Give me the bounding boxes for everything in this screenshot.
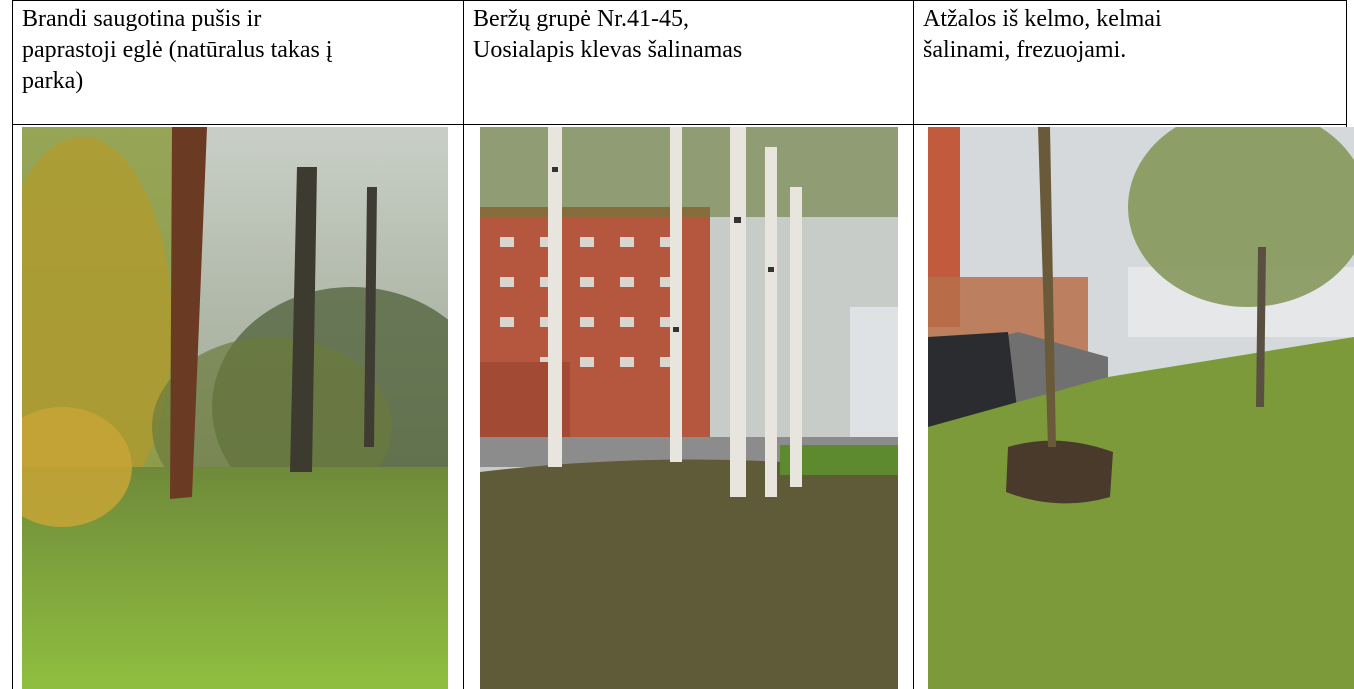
text-line: parka) [22,66,333,97]
cell-text: Beržų grupė Nr.41-45, Uosialapis klevas … [473,4,742,66]
photo-birches [480,127,898,689]
table-border [12,124,1347,125]
cell-text: Atžalos iš kelmo, kelmai šalinami, frezu… [923,4,1162,66]
cell-text: Brandi saugotina pušis ir paprastoji egl… [22,4,333,97]
text-line: Beržų grupė Nr.41-45, [473,4,742,35]
text-line: Atžalos iš kelmo, kelmai [923,4,1162,35]
text-line: šalinami, frezuojami. [923,35,1162,66]
text-line: Uosialapis klevas šalinamas [473,35,742,66]
header-cell: Beržų grupė Nr.41-45, Uosialapis klevas … [463,0,913,124]
page: {"table": {"header": [ ["Brandi saugotin… [0,0,1354,689]
header-cell: Brandi saugotina pušis ir paprastoji egl… [12,0,463,124]
text-line: paprastoji eglė (natūralus takas į [22,35,333,66]
text-line: Brandi saugotina pušis ir [22,4,333,35]
header-cell: Atžalos iš kelmo, kelmai šalinami, frezu… [913,0,1346,124]
photo-forest [22,127,448,689]
photo-stump [928,127,1354,689]
